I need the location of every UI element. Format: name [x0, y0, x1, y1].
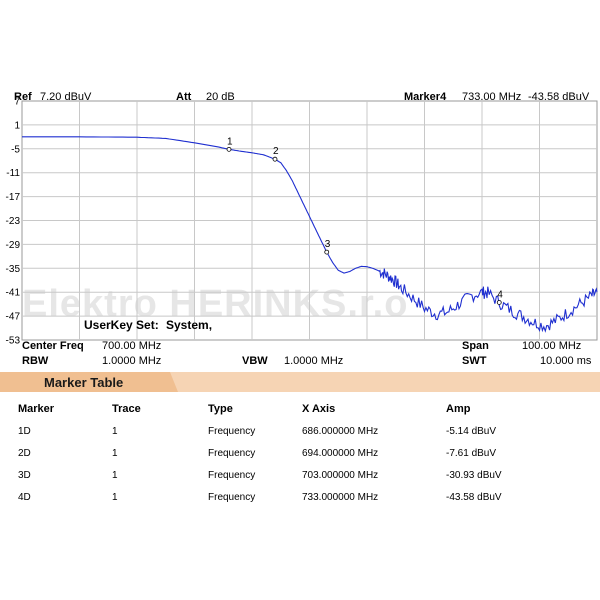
- userkey-value: System,: [166, 318, 213, 332]
- table-cell-amp: -43.58 dBuV: [446, 492, 502, 503]
- att-value: 20 dB: [206, 91, 235, 103]
- marker-point[interactable]: [496, 300, 502, 305]
- trace-layer: [22, 136, 598, 333]
- marker-label: 4: [497, 289, 503, 300]
- plot-grid: [21, 100, 598, 341]
- userkey-label: UserKey Set:: [84, 318, 159, 332]
- span-value: 100.00 MHz: [522, 340, 582, 352]
- marker-point[interactable]: [324, 249, 330, 255]
- y-tick-label: 7: [14, 97, 20, 108]
- center-freq-value: 700.00 MHz: [102, 340, 162, 352]
- table-cell-amp: -7.61 dBuV: [446, 448, 497, 459]
- swt-label: SWT: [462, 355, 486, 367]
- table-cell-trace: 1: [112, 448, 118, 459]
- rbw-label: RBW: [22, 355, 48, 367]
- table-cell-type: Frequency: [208, 492, 256, 503]
- marker-readout-amp: -43.58 dBuV: [528, 91, 590, 103]
- vbw-label: VBW: [242, 355, 268, 367]
- rbw-value: 1.0000 MHz: [102, 355, 162, 367]
- marker-readout-label-text: Marker4: [404, 91, 447, 103]
- y-tick-label: -11: [6, 168, 20, 179]
- marker-point[interactable]: [226, 146, 232, 152]
- table-cell-marker: 2D: [18, 448, 31, 459]
- table-cell-trace: 1: [112, 426, 118, 437]
- span-label-text: Span: [462, 340, 489, 352]
- marker-layer: 1 2 3 4: [226, 136, 503, 305]
- marker-table-bar: Marker Table: [0, 372, 600, 392]
- marker-table-tab[interactable]: [0, 372, 178, 392]
- table-cell-trace: 1: [112, 470, 118, 481]
- y-tick-label: -23: [6, 216, 21, 227]
- y-tick-label: -41: [6, 288, 21, 299]
- col-header-trace: Trace: [112, 403, 141, 415]
- table-cell-type: Frequency: [208, 426, 256, 437]
- y-tick-label: -17: [6, 192, 21, 203]
- swt-value: 10.000 ms: [540, 355, 592, 367]
- table-cell-x-axis: 703.000000 MHz: [302, 470, 379, 481]
- y-tick-label: -5: [11, 144, 20, 155]
- center-freq-label-text: Center Freq: [22, 340, 84, 352]
- table-cell-marker: 1D: [18, 426, 31, 437]
- att-label-text: Att: [176, 91, 192, 103]
- vbw-value: 1.0000 MHz: [284, 355, 344, 367]
- marker-readout-freq: 733.00 MHz: [462, 91, 522, 103]
- table-cell-type: Frequency: [208, 470, 256, 481]
- y-tick-label: -35: [6, 264, 21, 275]
- marker-point[interactable]: [272, 156, 278, 162]
- table-cell-x-axis: 694.000000 MHz: [302, 448, 379, 459]
- marker-label: 3: [325, 239, 331, 250]
- center-freq-label: Center Freq: [22, 340, 84, 352]
- col-header-marker: Marker: [18, 403, 55, 415]
- vbw-label-text: VBW: [242, 355, 268, 367]
- table-cell-type: Frequency: [208, 448, 256, 459]
- span-label: Span: [462, 340, 489, 352]
- marker-table-title: Marker Table: [44, 375, 124, 390]
- table-cell-amp: -30.93 dBuV: [446, 470, 502, 481]
- trace-line: [22, 136, 598, 333]
- ref-level-label: Ref: [14, 91, 32, 103]
- table-cell-amp: -5.14 dBuV: [446, 426, 497, 437]
- table-cell-x-axis: 733.000000 MHz: [302, 492, 379, 503]
- col-header-type: Type: [208, 403, 233, 415]
- rbw-label-text: RBW: [22, 355, 49, 367]
- table-cell-marker: 4D: [18, 492, 31, 503]
- ref-level-value: 7.20 dBuV: [40, 91, 92, 103]
- watermark: Elektro HERINKS.r.o: [22, 283, 409, 325]
- y-axis-ticks: 7 1 -5 -11 -17 -23 -29 -35 -41 -47 -53: [6, 97, 21, 347]
- y-tick-label: 1: [14, 120, 20, 131]
- y-tick-label: -47: [6, 312, 21, 323]
- col-header-x-axis: X Axis: [302, 403, 336, 415]
- ref-label-text: Ref: [14, 91, 32, 103]
- y-tick-label: -29: [6, 240, 21, 251]
- marker-label: 1: [227, 136, 233, 147]
- swt-label-text: SWT: [462, 355, 487, 367]
- table-cell-x-axis: 686.000000 MHz: [302, 426, 379, 437]
- y-tick-label: -53: [6, 336, 21, 347]
- table-cell-marker: 3D: [18, 470, 31, 481]
- marker-label: 2: [273, 146, 279, 157]
- col-header-amp: Amp: [446, 403, 471, 415]
- att-label: Att: [176, 91, 191, 103]
- table-cell-trace: 1: [112, 492, 118, 503]
- marker-readout-label: Marker4: [404, 91, 446, 103]
